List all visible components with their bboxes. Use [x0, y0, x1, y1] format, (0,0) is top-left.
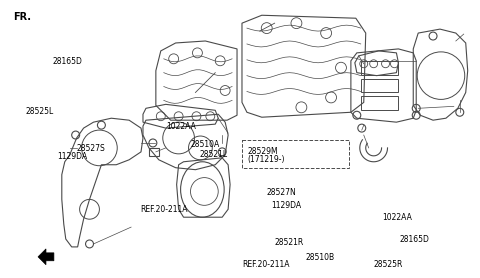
Text: 1022AA: 1022AA: [167, 122, 196, 131]
Text: 28525L: 28525L: [25, 107, 53, 116]
Text: 28521L: 28521L: [200, 150, 228, 159]
Text: (171219-): (171219-): [247, 155, 285, 164]
Text: 28529M: 28529M: [247, 147, 278, 156]
Bar: [361, 79, 398, 93]
Polygon shape: [38, 249, 54, 265]
Text: 28527S: 28527S: [76, 144, 105, 153]
Text: FR.: FR.: [13, 11, 31, 21]
Text: REF.20-211A: REF.20-211A: [242, 260, 290, 269]
Bar: [361, 61, 398, 75]
Text: 28165D: 28165D: [52, 58, 82, 66]
Bar: [242, 140, 349, 168]
Text: 28510A: 28510A: [190, 140, 219, 149]
Bar: [149, 148, 159, 156]
Text: 28165D: 28165D: [399, 235, 429, 244]
Text: 1129DA: 1129DA: [271, 200, 301, 210]
Text: 28525R: 28525R: [373, 260, 402, 269]
Text: 28521R: 28521R: [275, 238, 304, 247]
Text: 28527N: 28527N: [266, 188, 296, 197]
Text: REF.20-211A: REF.20-211A: [140, 205, 188, 214]
Text: 28510B: 28510B: [306, 253, 335, 262]
Bar: [361, 96, 398, 110]
Text: 1129DA: 1129DA: [57, 152, 87, 162]
Text: 1022AA: 1022AA: [383, 213, 412, 222]
